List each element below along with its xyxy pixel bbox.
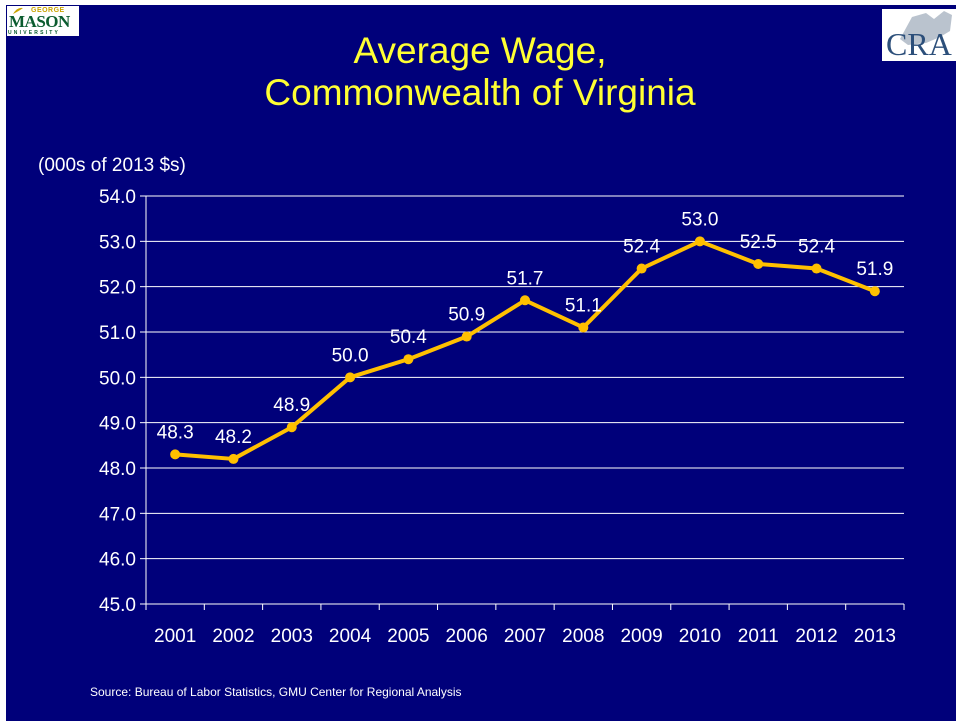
y-tick-label: 46.0 — [99, 550, 136, 571]
data-label: 51.1 — [565, 295, 602, 316]
cra-logo: CRA — [882, 9, 956, 61]
chart-title: Average Wage, Commonwealth of Virginia — [200, 30, 760, 114]
data-label: 52.5 — [740, 232, 777, 253]
y-tick-label: 45.0 — [99, 595, 136, 616]
data-label: 48.2 — [215, 427, 252, 448]
data-point — [403, 354, 414, 365]
data-label: 52.4 — [623, 237, 660, 258]
x-tick-label: 2008 — [562, 626, 604, 647]
y-axis-units-label: (000s of 2013 $s) — [38, 155, 186, 176]
data-label: 48.3 — [157, 422, 194, 443]
data-label: 51.7 — [507, 268, 544, 289]
x-tick-label: 2011 — [738, 626, 779, 647]
x-tick-label: 2013 — [854, 626, 896, 647]
y-tick-label: 52.0 — [99, 278, 136, 299]
data-label: 48.9 — [273, 395, 310, 416]
x-tick-label: 2004 — [329, 626, 372, 647]
data-label: 51.9 — [856, 259, 893, 280]
leaf-icon — [13, 7, 23, 14]
x-tick-label: 2012 — [795, 626, 837, 647]
data-point — [753, 259, 764, 269]
y-tick-label: 51.0 — [99, 323, 136, 344]
data-label: 52.4 — [798, 237, 835, 258]
virginia-map-icon — [900, 11, 952, 45]
data-label: 50.4 — [390, 327, 427, 348]
x-tick-label: 2007 — [504, 626, 546, 647]
data-label: 53.0 — [681, 209, 718, 230]
x-tick-label: 2006 — [446, 626, 488, 647]
x-tick-label: 2002 — [212, 626, 254, 647]
data-point — [286, 422, 297, 433]
source-note: Source: Bureau of Labor Statistics, GMU … — [90, 685, 462, 699]
x-tick-label: 2009 — [620, 626, 662, 647]
x-tick-label: 2010 — [679, 626, 721, 647]
gmu-logo-bottom-text: UNIVERSITY — [8, 30, 61, 36]
chart-title-line-2: Commonwealth of Virginia — [264, 72, 696, 113]
data-point — [578, 322, 589, 333]
data-point — [461, 331, 472, 342]
data-label: 50.9 — [448, 305, 485, 326]
data-label: 50.0 — [332, 345, 369, 366]
gmu-logo-main-text: MASON — [9, 12, 70, 31]
data-point — [636, 263, 647, 274]
x-tick-label: 2001 — [154, 626, 196, 647]
y-tick-label: 50.0 — [99, 368, 136, 389]
x-tick-label: 2005 — [387, 626, 429, 647]
gmu-logo-top-text: GEORGE — [31, 7, 65, 14]
cra-logo-text: CRA — [886, 26, 952, 61]
chart-title-line-1: Average Wage, — [353, 30, 607, 71]
y-tick-label: 48.0 — [99, 459, 136, 480]
y-tick-label: 47.0 — [99, 504, 136, 525]
data-point — [811, 263, 822, 274]
slide-panel — [6, 5, 956, 721]
data-point — [170, 449, 181, 460]
y-tick-label: 49.0 — [99, 414, 136, 435]
data-point — [694, 236, 705, 247]
gmu-logo: GEORGE MASON UNIVERSITY — [7, 6, 79, 36]
x-tick-label: 2003 — [271, 626, 313, 647]
data-point — [345, 372, 356, 383]
data-point — [869, 286, 880, 297]
data-point — [520, 295, 530, 306]
y-tick-label: 53.0 — [99, 232, 136, 253]
data-point — [228, 453, 239, 464]
y-tick-label: 54.0 — [99, 187, 136, 208]
